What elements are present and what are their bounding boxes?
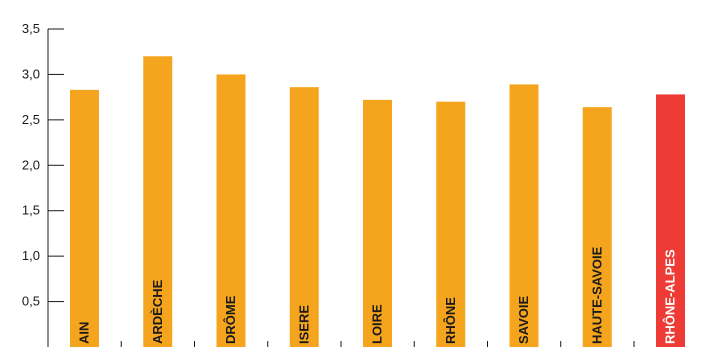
bar-label: HAUTE-SAVOIE: [589, 246, 604, 344]
bar-rh-ne: [436, 101, 466, 347]
y-tick-label: 3,0: [22, 66, 40, 81]
axis-layer: 0,5 1,0 1,5 2,0 2,5 3,0 3,5: [22, 21, 635, 347]
y-tick-label: 2,5: [22, 112, 40, 127]
y-tick-label: 1,0: [22, 248, 40, 263]
y-tick-label: 1,5: [22, 203, 40, 218]
bar-ain: [70, 89, 99, 347]
bar-isere: [289, 87, 319, 347]
y-tick-label: 2,0: [22, 157, 40, 172]
bar-label: RHÔNE: [443, 297, 458, 344]
y-tick-label: 0,5: [22, 294, 40, 309]
bar-rh-ne-alpes: [656, 94, 685, 347]
bar-label: DRÔME: [223, 295, 238, 344]
bar-label: AIN: [77, 322, 92, 344]
bar-label: LOIRE: [370, 304, 385, 344]
bar-label: SAVOIE: [516, 296, 531, 344]
bars-layer: [70, 56, 685, 347]
bar-label: RHÔNE-ALPES: [663, 249, 678, 344]
bar-dr-me: [216, 74, 246, 347]
bar-label: ISERE: [296, 305, 311, 344]
bar-haute-savoie: [582, 107, 612, 347]
bar-label: ARDÈCHE: [150, 279, 165, 344]
bar-savoie: [509, 84, 539, 347]
y-tick-label: 3,5: [22, 21, 40, 36]
bar-ard-che: [143, 56, 173, 347]
labels-layer: AIN ARDÈCHE DRÔME ISERE LOIRE RHÔNE SAVOIE HAUT…: [77, 246, 678, 344]
bar-loire: [363, 99, 392, 347]
